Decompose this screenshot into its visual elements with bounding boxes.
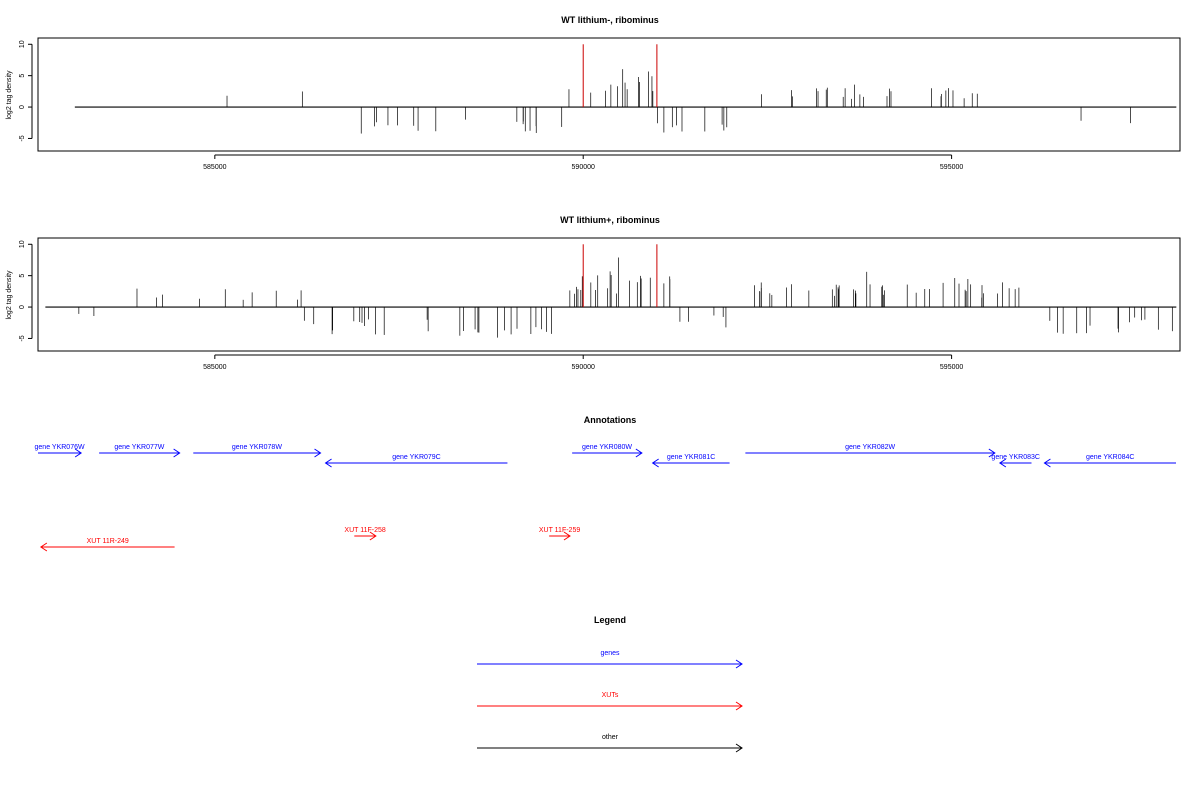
feature-label: gene YKR084C — [1086, 454, 1135, 461]
feature-arrows: gene YKR076W gene YKR077W gene YKR078W gene… — [35, 444, 1176, 552]
y-tick-label: 5 — [19, 274, 26, 278]
feature-arrowhead — [314, 448, 322, 458]
x-tick-label: 595000 — [940, 364, 963, 371]
feature-label: XUT 11F-258 — [344, 527, 385, 534]
y-axis-label: log2 tag density — [6, 270, 13, 320]
legend-title: Legend — [594, 615, 626, 625]
feature-arrowhead — [635, 448, 643, 458]
track-title: WT lithium-, ribominus — [561, 15, 659, 25]
plot-frame — [37, 37, 1181, 152]
feature-label: gene YKR077W — [114, 444, 164, 451]
feature-label: gene YKR081C — [667, 454, 716, 461]
annotations-panel: Annotations gene YKR076W gene YKR077W gene… — [35, 415, 1176, 552]
x-tick-label: 595000 — [940, 164, 963, 171]
y-tick-label: 5 — [19, 74, 26, 78]
y-tick-label: -5 — [19, 335, 26, 341]
y-tick-label: -5 — [19, 135, 26, 141]
track-panel-lithium-plus: WT lithium+, ribominus log2 tag density … — [6, 215, 1181, 371]
feature-label: gene YKR080W — [582, 444, 632, 451]
legend-label: XUTs — [602, 692, 619, 699]
track-panel-lithium-minus: WT lithium-, ribominus log2 tag density … — [6, 15, 1181, 171]
feature-label: gene YKR076W — [35, 444, 85, 451]
legend-items: genes XUTs other — [477, 650, 743, 753]
x-tick-label: 590000 — [572, 364, 595, 371]
feature-label: gene YKR078W — [232, 444, 282, 451]
legend-label: other — [602, 734, 619, 741]
y-tick-label: 0 — [19, 305, 26, 309]
feature-arrowhead — [369, 531, 377, 541]
annotations-title: Annotations — [584, 415, 637, 425]
legend-2-arrowhead — [735, 743, 743, 753]
feature-label: XUT 11R-249 — [87, 538, 129, 545]
feature-label: XUT 11F-259 — [539, 527, 580, 534]
legend-1-arrowhead — [735, 701, 743, 711]
x-tick-label: 585000 — [203, 164, 226, 171]
density-bars — [74, 69, 1177, 134]
feature-arrowhead — [651, 458, 659, 468]
feature-arrowhead — [74, 448, 83, 458]
region-markers — [582, 44, 658, 108]
y-axis-label: log2 tag density — [6, 70, 13, 120]
x-tick-label: 590000 — [572, 164, 595, 171]
feature-arrowhead — [563, 531, 571, 541]
region-markers — [582, 244, 658, 308]
feature-arrowhead — [173, 448, 181, 458]
y-axis: -5 0 5 10 — [19, 240, 33, 342]
x-axis: 585000 590000 595000 — [203, 354, 963, 371]
density-bars — [45, 257, 1177, 338]
feature-arrowhead — [988, 448, 996, 458]
legend-label: genes — [600, 650, 620, 657]
y-tick-label: 10 — [19, 240, 26, 248]
feature-arrowhead — [1043, 458, 1051, 468]
feature-arrowhead — [39, 542, 48, 552]
y-tick-label: 0 — [19, 105, 26, 109]
feature-label: gene YKR079C — [392, 454, 441, 461]
feature-label: gene YKR082W — [845, 444, 895, 451]
x-tick-label: 585000 — [203, 364, 226, 371]
feature-arrowhead — [324, 458, 332, 468]
legend-0-arrowhead — [735, 659, 743, 669]
y-axis: -5 0 5 10 — [19, 40, 33, 142]
y-tick-label: 10 — [19, 40, 26, 48]
legend: Legend genes XUTs other — [477, 615, 743, 753]
track-title: WT lithium+, ribominus — [560, 215, 660, 225]
feature-arrowhead — [998, 458, 1007, 468]
plot-frame — [37, 237, 1181, 352]
feature-label: gene YKR083C — [991, 454, 1040, 461]
x-axis: 585000 590000 595000 — [203, 154, 963, 171]
